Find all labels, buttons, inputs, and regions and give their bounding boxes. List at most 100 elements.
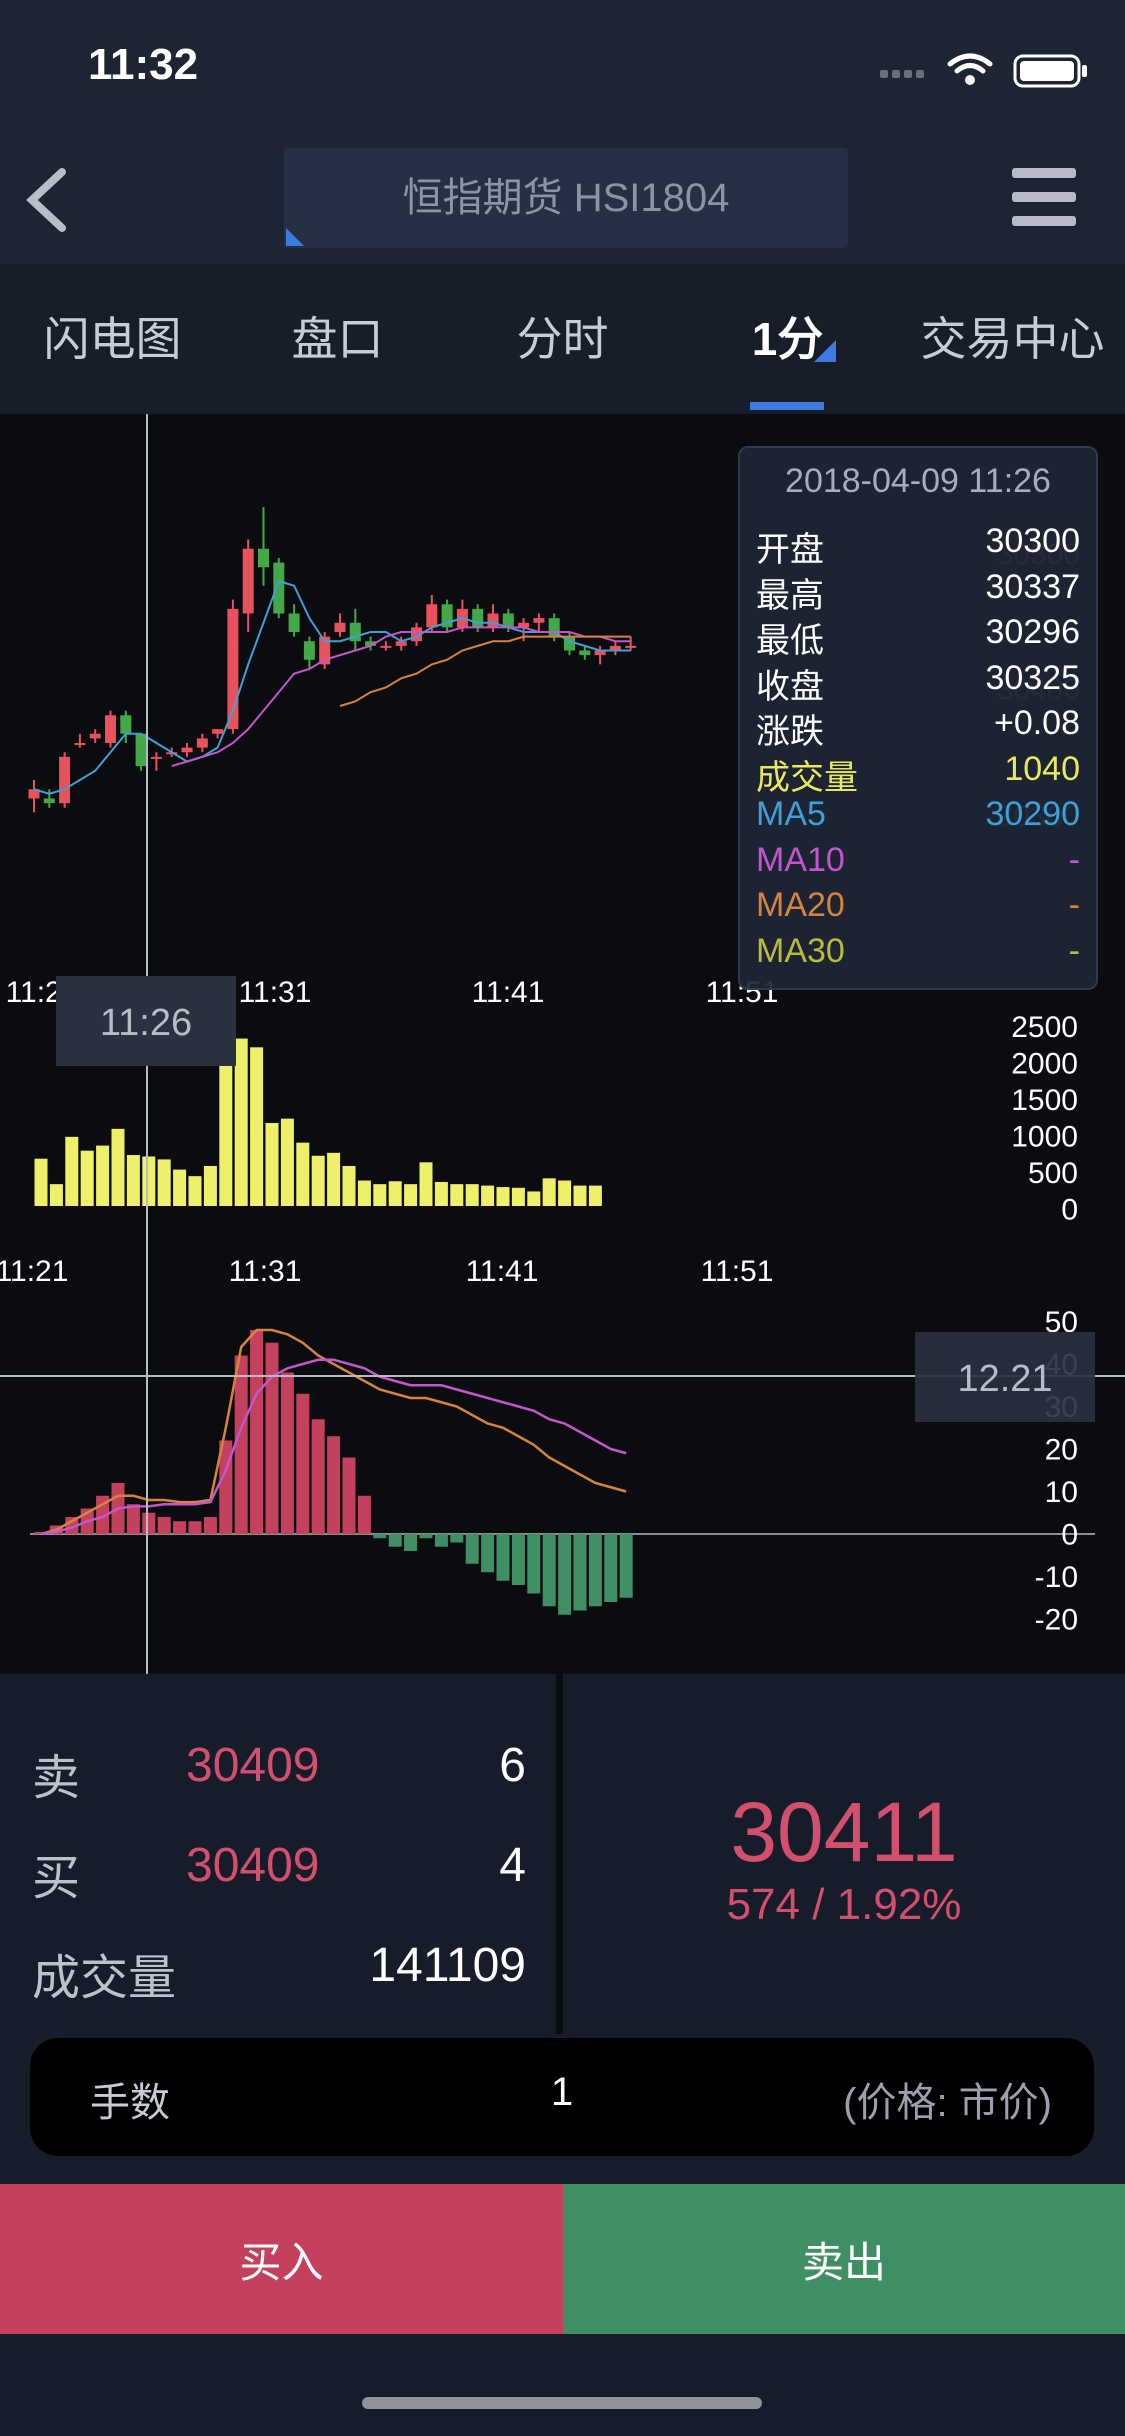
volume-bar — [450, 1184, 464, 1206]
wifi-icon — [947, 53, 993, 74]
volume-bar — [511, 1187, 525, 1206]
buy-button[interactable]: 买入 — [0, 2184, 563, 2334]
volume-y-tick: 1000 — [1011, 1121, 1078, 1154]
candle — [564, 636, 575, 651]
volume-bar — [188, 1176, 202, 1206]
quantity-label: 手数 — [90, 2081, 170, 2125]
macd-bar — [496, 1534, 510, 1581]
volume-bar — [296, 1142, 310, 1206]
info-label: 收盘 — [756, 667, 824, 706]
quantity-input[interactable]: 手数 1 (价格: 市价) — [30, 2038, 1094, 2156]
tab-flash-chart[interactable]: 闪电图 — [43, 313, 182, 365]
last-price: 30411 — [730, 1785, 958, 1879]
candle — [548, 618, 560, 637]
battery-icon — [1013, 54, 1087, 88]
macd-bar — [357, 1495, 371, 1534]
volume-bar — [96, 1145, 110, 1206]
volume-value: 141109 — [369, 1939, 526, 1992]
candle — [135, 733, 147, 767]
candle — [334, 622, 346, 632]
candle — [594, 650, 606, 656]
volume-bar — [219, 1031, 233, 1206]
info-row: 最高 30337 — [756, 568, 1080, 615]
macd-y-tick: 0 — [1061, 1519, 1078, 1552]
volume-bar — [80, 1150, 94, 1206]
candle — [426, 604, 438, 628]
info-value: 1040 — [1004, 749, 1080, 788]
macd-y-tick: 20 — [1045, 1434, 1078, 1467]
volume-bar — [250, 1047, 264, 1206]
candle — [196, 738, 208, 748]
kline-x-tick: 11:41 — [472, 976, 545, 1009]
volume-row: 成交量 141109 — [32, 1938, 526, 2008]
tab-trade-center[interactable]: 交易中心 — [920, 313, 1105, 365]
candle — [625, 645, 637, 648]
price-change: 574 / 1.92% — [726, 1880, 962, 1929]
macd-bar — [188, 1521, 202, 1534]
contract-selector[interactable]: 恒指期货 HSI1804 — [284, 148, 848, 248]
info-value: +0.08 — [993, 704, 1080, 742]
ma20-line — [339, 635, 631, 707]
bid-price: 30409 — [186, 1839, 320, 1892]
info-value: - — [1068, 886, 1080, 924]
macd-bar — [142, 1512, 156, 1534]
tab-order-book[interactable]: 盘口 — [291, 313, 384, 365]
candle — [181, 747, 193, 753]
volume-bar — [280, 1118, 294, 1206]
volume-bar — [173, 1169, 187, 1206]
volume-bar — [527, 1191, 541, 1206]
candle — [472, 608, 484, 628]
crosshair-time-label: 11:26 — [100, 1002, 192, 1044]
volume-bar — [357, 1180, 371, 1206]
back-arrow-icon — [26, 168, 66, 232]
volume-x-tick: 11:51 — [701, 1255, 774, 1288]
tab-intraday[interactable]: 分时 — [516, 313, 609, 365]
volume-bar — [481, 1185, 495, 1206]
menu-icon-bar — [1012, 216, 1076, 226]
ma5-line — [33, 579, 631, 795]
menu-icon — [1012, 168, 1076, 178]
macd-bar — [250, 1330, 264, 1534]
volume-x-tick: 11:31 — [229, 1255, 302, 1288]
info-row: 开盘 30300 — [756, 522, 1080, 569]
macd-bar — [450, 1534, 464, 1543]
info-row: MA30 - — [756, 932, 1080, 977]
candle — [59, 756, 71, 804]
volume-bar — [65, 1136, 79, 1206]
macd-bar — [511, 1534, 525, 1585]
volume-y-tick: 2000 — [1011, 1048, 1078, 1081]
status-icons — [880, 53, 1087, 88]
candle — [319, 636, 331, 665]
tab-1min[interactable]: 1分 — [751, 313, 824, 365]
menu-icon-bar — [1012, 192, 1076, 202]
back-button[interactable] — [20, 160, 80, 240]
volume-bar — [404, 1184, 418, 1206]
info-row: 涨跌 +0.08 — [756, 704, 1080, 751]
volume-bar — [265, 1123, 279, 1206]
home-indicator[interactable] — [362, 2397, 762, 2409]
volume-bar — [34, 1158, 48, 1206]
macd-bar — [234, 1355, 248, 1534]
candle — [258, 548, 269, 568]
candle — [227, 608, 239, 730]
info-value: - — [1068, 931, 1080, 970]
macd-bar — [465, 1534, 479, 1564]
quote-divider — [556, 1674, 563, 2034]
sell-button[interactable]: 卖出 — [563, 2184, 1125, 2334]
crosshair-value-box — [915, 1332, 1095, 1422]
volume-bar — [49, 1184, 63, 1206]
info-label: 成交量 — [756, 758, 858, 797]
info-value: 30300 — [985, 522, 1080, 560]
macd-bar — [404, 1534, 418, 1551]
quantity-value[interactable]: 1 — [550, 2070, 574, 2114]
volume-bar — [465, 1184, 479, 1206]
volume-bar — [327, 1152, 341, 1206]
active-tab-indicator — [750, 402, 824, 410]
volume-label: 成交量 — [32, 1952, 177, 2005]
macd-dif-line — [40, 1358, 627, 1536]
macd-y-tick: -20 — [1035, 1604, 1078, 1637]
macd-bar — [388, 1534, 402, 1547]
kline-chart-svg[interactable]: 11:2111:3111:4111:5130300304003030025002… — [0, 414, 1125, 1674]
menu-button[interactable] — [1012, 168, 1076, 228]
candle — [242, 548, 254, 614]
